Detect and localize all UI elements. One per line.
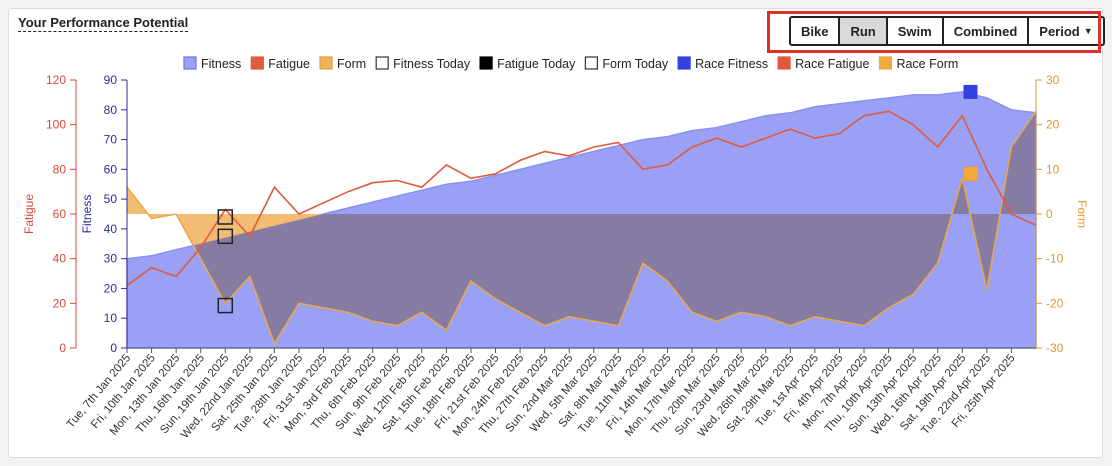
legend-swatch	[878, 56, 893, 70]
race-form-marker	[963, 166, 978, 181]
legend-item: Race Fatigue	[795, 57, 869, 71]
form-tick-label: -20	[1046, 296, 1064, 310]
form-tick-label: -30	[1046, 341, 1064, 355]
fitness-tick-label: 80	[104, 103, 118, 117]
legend-item: Fitness Today	[393, 57, 471, 71]
fitness-tick-label: 30	[104, 252, 118, 266]
legend-item: Fatigue	[268, 57, 310, 71]
page-title: Your Performance Potential	[18, 15, 189, 32]
fitness-tick-label: 0	[110, 341, 117, 355]
form-tick-label: -10	[1046, 252, 1064, 266]
fatigue-tick-label: 100	[46, 118, 66, 132]
form-line	[126, 110, 1037, 346]
form-tick-label: 10	[1046, 162, 1060, 176]
fitness-axis-title: Fitness	[80, 195, 94, 234]
fitness-tick-label: 10	[104, 311, 118, 325]
caret-down-icon: ▼	[1083, 26, 1093, 36]
fatigue-tick-label: 80	[53, 162, 67, 176]
fatigue-today-marker	[217, 297, 234, 314]
sport-toggle-group: Bike Run Swim Combined Period ▼	[789, 16, 1105, 46]
legend-swatch	[584, 56, 598, 70]
fitness-tick-label: 20	[104, 281, 118, 295]
form-fitness-overlap	[127, 111, 1036, 344]
legend-item: Fitness	[201, 57, 241, 71]
combined-button[interactable]: Combined	[941, 16, 1030, 46]
legend-item: Form Today	[602, 57, 669, 71]
fitness-today-marker	[217, 209, 234, 225]
fitness-tick-label: 90	[104, 73, 118, 87]
race-fitness-marker	[963, 84, 978, 99]
fatigue-tick-label: 60	[53, 207, 67, 221]
legend-item: Race Form	[896, 57, 958, 71]
legend-swatch	[479, 56, 493, 70]
legend-swatch	[183, 56, 197, 70]
fitness-tick-label: 50	[104, 192, 118, 206]
legend-swatch	[319, 56, 333, 70]
legend-swatch	[777, 56, 791, 70]
fatigue-line	[126, 110, 1037, 287]
fatigue-tick-label: 40	[53, 252, 67, 266]
form-tick-label: 30	[1046, 73, 1060, 87]
form-axis-title: Form	[1075, 200, 1089, 228]
legend-swatch	[677, 56, 691, 70]
legend-item: Race Fitness	[695, 57, 768, 71]
fitness-tick-label: 40	[104, 222, 118, 236]
form-tick-label: 0	[1046, 207, 1053, 221]
fatigue-axis-title: Fatigue	[22, 194, 36, 234]
fatigue-tick-label: 0	[59, 341, 66, 355]
run-button[interactable]: Run	[838, 16, 888, 46]
form-today-marker	[217, 228, 234, 245]
form-tick-label: 20	[1046, 118, 1060, 132]
legend-swatch	[250, 56, 264, 70]
period-label: Period	[1039, 23, 1080, 39]
legend-item: Fatigue Today	[497, 57, 576, 71]
legend-swatch	[375, 56, 389, 70]
period-dropdown-button[interactable]: Period ▼	[1027, 16, 1105, 46]
fatigue-tick-label: 120	[46, 73, 66, 87]
fitness-tick-label: 60	[104, 162, 118, 176]
legend-item: Form	[337, 57, 366, 71]
fatigue-tick-label: 20	[53, 296, 67, 310]
fitness-tick-label: 70	[104, 133, 118, 147]
